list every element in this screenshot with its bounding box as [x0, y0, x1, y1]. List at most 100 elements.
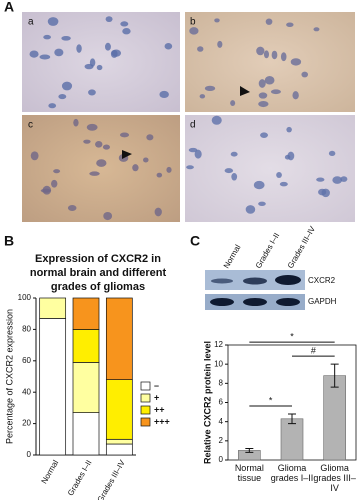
y-tick-label: 12 — [214, 340, 223, 349]
legend-label: – — [154, 380, 159, 390]
bar-segment — [105, 379, 133, 440]
cell-nucleus — [120, 21, 129, 27]
cell-nucleus — [51, 179, 58, 188]
band — [275, 275, 301, 285]
cell-nucleus — [276, 172, 282, 178]
error-bar — [245, 448, 254, 453]
y-tick-label: 20 — [22, 419, 31, 428]
cell-nucleus — [39, 54, 51, 60]
cell-nucleus — [292, 91, 299, 100]
cell-nucleus — [76, 44, 82, 53]
cell-nucleus — [47, 17, 59, 26]
y-tick-label: 80 — [22, 325, 31, 334]
cell-nucleus — [279, 181, 288, 187]
cell-nucleus — [83, 139, 91, 144]
cell-nucleus — [29, 50, 39, 58]
cell-nucleus — [204, 85, 216, 92]
y-tick-label: 0 — [27, 450, 32, 459]
bar-segment — [105, 438, 133, 445]
cell-nucleus — [95, 141, 103, 148]
bar-segment — [39, 318, 67, 456]
bar-segment — [39, 297, 67, 319]
cell-nucleus — [258, 100, 269, 108]
cell-nucleus — [122, 27, 131, 35]
cell-nucleus — [224, 168, 234, 174]
x-tick-label: Glioma grades I–II — [270, 463, 314, 483]
micrograph — [22, 12, 180, 112]
cell-nucleus — [42, 185, 52, 195]
significance-mark: * — [290, 332, 294, 342]
cell-nucleus — [119, 132, 130, 138]
cell-nucleus — [270, 89, 281, 95]
cell-nucleus — [164, 43, 173, 50]
lane-label: Grades III–IV — [286, 224, 318, 270]
lane-label: Grades I–II — [254, 231, 282, 270]
legend-label: ++ — [154, 404, 165, 414]
cell-nucleus — [214, 18, 220, 23]
cell-nucleus — [89, 171, 100, 176]
cell-nucleus — [328, 150, 336, 157]
y-tick-label: 40 — [22, 387, 31, 396]
significance-mark: # — [311, 346, 316, 356]
cell-nucleus — [245, 205, 256, 214]
cell-nucleus — [105, 42, 111, 51]
band — [276, 298, 300, 306]
cell-nucleus — [105, 16, 113, 23]
micrographs — [22, 12, 355, 222]
y-tick-label: 4 — [219, 417, 224, 426]
bar-segment — [72, 412, 100, 456]
cell-nucleus — [96, 159, 107, 167]
cell-nucleus — [54, 48, 64, 57]
bar-segment — [72, 362, 100, 413]
band — [210, 298, 234, 306]
cell-nucleus — [230, 151, 238, 157]
cell-nucleus — [186, 165, 194, 170]
cell-nucleus — [159, 90, 169, 99]
cell-nucleus — [166, 166, 172, 173]
y-tick-label: 2 — [219, 436, 224, 445]
cell-nucleus — [301, 71, 309, 78]
micrograph — [185, 12, 355, 112]
cell-nucleus — [67, 205, 77, 212]
y-axis-label: Relative CXCR2 protein level — [202, 341, 212, 464]
y-tick-label: 0 — [219, 455, 224, 464]
band — [211, 278, 233, 284]
legend-label: +++ — [154, 416, 170, 426]
micrograph-label: c — [28, 120, 33, 131]
cell-nucleus — [73, 118, 79, 127]
x-tick-label: Normal — [40, 458, 61, 485]
cell-nucleus — [340, 176, 348, 182]
significance-mark: * — [269, 395, 273, 405]
cell-nucleus — [111, 49, 122, 57]
error-bar — [288, 413, 296, 425]
cell-nucleus — [103, 211, 113, 221]
cell-nucleus — [189, 27, 199, 35]
cell-nucleus — [230, 100, 236, 106]
x-tick-label: Grades I–II — [66, 459, 94, 498]
cell-nucleus — [88, 89, 96, 96]
cell-nucleus — [286, 22, 294, 28]
y-tick-label: 8 — [219, 378, 224, 387]
cell-nucleus — [280, 52, 287, 62]
cell-nucleus — [96, 64, 103, 71]
legend-swatch — [140, 381, 151, 391]
cell-nucleus — [286, 126, 292, 133]
x-tick-label: Normal tissue — [234, 463, 264, 483]
cell-nucleus — [287, 151, 295, 161]
bar-segment — [72, 297, 100, 330]
panel-label: B — [4, 233, 14, 249]
cell-nucleus — [211, 115, 222, 125]
band — [243, 298, 267, 306]
y-axis-label: Percentage of CXCR2 expression — [4, 309, 14, 444]
y-tick-label: 10 — [214, 359, 223, 368]
micrograph — [185, 115, 355, 222]
cell-nucleus — [332, 176, 343, 184]
cell-nucleus — [84, 63, 94, 70]
cell-nucleus — [61, 81, 73, 91]
cell-nucleus — [143, 157, 149, 163]
cell-nucleus — [48, 103, 57, 109]
cell-nucleus — [263, 50, 270, 59]
micrograph-label: d — [190, 120, 196, 131]
